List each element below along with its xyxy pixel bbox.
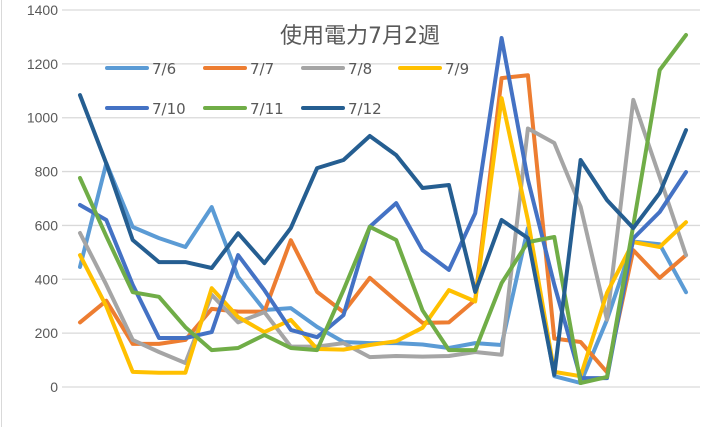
series-line-7-11 [78, 33, 688, 385]
legend-label: 7/10 [152, 100, 186, 118]
chart-frame-edge [1, 0, 2, 427]
y-tick-label: 600 [35, 217, 59, 233]
legend-item-7-7: 7/7 [203, 60, 274, 78]
y-tick-label: 400 [35, 271, 59, 287]
legend-label: 7/9 [445, 60, 469, 78]
series-line-7-7 [78, 73, 688, 375]
legend-item-7-11: 7/11 [203, 100, 284, 118]
legend-item-7-8: 7/8 [301, 60, 372, 78]
series-line-7-9 [78, 96, 688, 379]
series-line-7-8 [78, 97, 688, 365]
legend-item-7-12: 7/12 [301, 100, 382, 118]
y-tick-label: 0 [50, 379, 58, 395]
y-tick-label: 200 [35, 325, 59, 341]
legend-item-7-9: 7/9 [398, 60, 469, 78]
y-tick-label: 1400 [27, 2, 58, 18]
legend-item-7-6: 7/6 [105, 60, 176, 78]
legend-label: 7/12 [348, 100, 382, 118]
legend-label: 7/7 [250, 60, 274, 78]
legend-label: 7/6 [152, 60, 176, 78]
y-tick-label: 800 [35, 164, 59, 180]
chart-title: 使用電力7月2週 [280, 24, 440, 49]
series-line-7-12 [78, 93, 688, 377]
legend: 7/6 7/7 7/8 7/9 7/10 7/11 7/12 [105, 60, 469, 118]
y-axis-tick-labels: 0 200 400 600 800 1000 1200 1400 [27, 2, 58, 395]
series-line-7-10 [78, 36, 688, 381]
legend-item-7-10: 7/10 [105, 100, 186, 118]
legend-label: 7/8 [348, 60, 372, 78]
y-tick-label: 1000 [27, 110, 58, 126]
y-tick-label: 1200 [27, 56, 58, 72]
series-lines [78, 33, 688, 385]
legend-label: 7/11 [250, 100, 284, 118]
